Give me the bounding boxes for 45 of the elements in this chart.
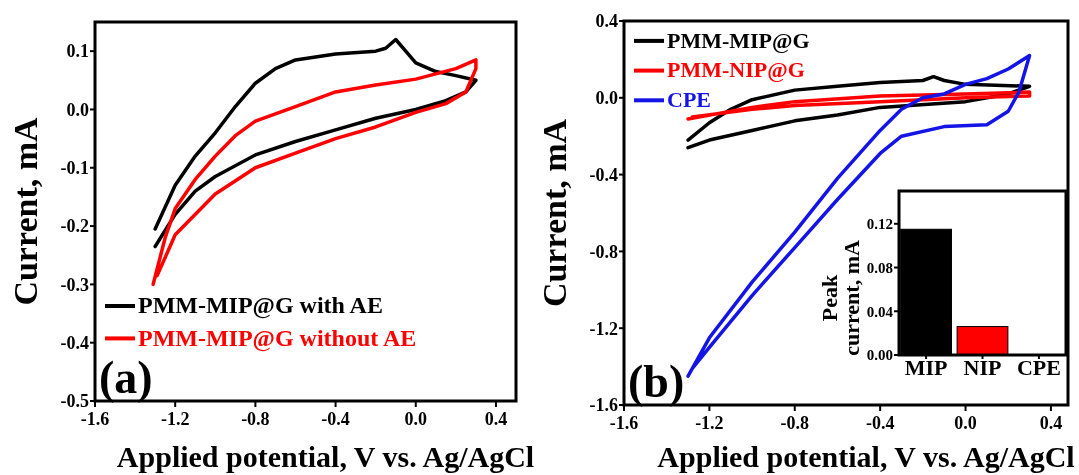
line-series: [151, 58, 478, 287]
x-tick-label: -0.4: [321, 409, 350, 429]
y-tick-label: -0.2: [60, 216, 89, 237]
y-tick-label: 0.0: [66, 99, 89, 120]
x-tick-label: -0.8: [241, 409, 270, 429]
y-tick-label: 0.12: [866, 216, 893, 233]
y-axis-title: Current, mA: [536, 118, 573, 308]
x-tick-label: 0.0: [404, 409, 428, 429]
legend-label: PMM-MIP@G without AE: [138, 324, 417, 352]
line-series: [153, 37, 478, 249]
x-axis-title: Applied potential, V vs. Ag/AgCl: [657, 440, 1075, 473]
y-tick-label: -0.4: [589, 164, 618, 185]
y-tick-label: -0.5: [60, 391, 89, 412]
y-axis-title: Current, mA: [7, 116, 44, 306]
y-tick-label: 0.08: [866, 259, 893, 276]
x-tick-label: -1.2: [160, 409, 190, 429]
x-tick-label: 0.0: [954, 413, 977, 433]
legend-label: PMM-MIP@G: [667, 27, 810, 53]
x-tick-label: MIP: [904, 354, 948, 380]
y-tick-label: -1.2: [589, 318, 618, 339]
legend-label: PMM-MIP@G with AE: [138, 292, 383, 320]
y-tick-label: 0.1: [66, 41, 89, 62]
annotation: (a): [99, 352, 153, 403]
annotation: (b): [628, 356, 685, 407]
y-tick-label: -0.4: [60, 332, 89, 353]
x-tick-label: -1.6: [80, 409, 110, 429]
x-tick-label: -1.6: [609, 413, 639, 433]
y-tick-label: 0.4: [595, 11, 618, 32]
y-tick-label: -0.3: [60, 274, 89, 295]
x-tick-label: CPE: [1016, 354, 1061, 380]
x-tick-label: -0.8: [780, 413, 810, 433]
y-tick-label: 0.0: [595, 88, 618, 109]
y-tick-label: -1.6: [589, 395, 618, 416]
x-axis-title: Applied potential, V vs. Ag/AgCl: [116, 440, 535, 473]
y-tick-label: 0.00: [866, 347, 893, 364]
x-tick-label: 0.4: [1039, 413, 1063, 433]
y-tick-label: -0.1: [60, 158, 89, 179]
y-tick-label: -0.8: [589, 241, 618, 262]
x-tick-label: 0.4: [484, 409, 508, 429]
x-tick-label: -1.2: [695, 413, 724, 433]
y-axis-title: Peak current, mA: [817, 240, 864, 356]
y-tick-label: 0.04: [866, 303, 894, 320]
legend-label: CPE: [667, 86, 711, 112]
x-tick-label: NIP: [963, 354, 1002, 380]
legend-label: PMM-NIP@G: [667, 57, 805, 83]
